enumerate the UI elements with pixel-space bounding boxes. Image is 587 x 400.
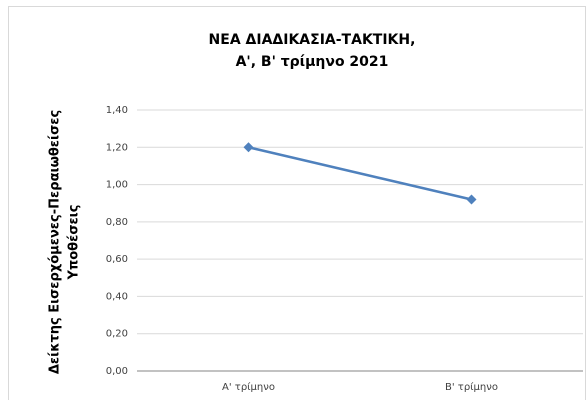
y-tick-label: 1,20 [106,142,128,153]
chart-title: ΝΕΑ ΔΙΑΔΙΚΑΣΙΑ-ΤΑΚΤΙΚΗ, [209,32,416,48]
y-tick-label: 0,20 [106,329,128,340]
chart-border [8,6,586,400]
x-tick-label: Β' τρίμηνο [445,381,498,393]
chart-title: Α', Β' τρίμηνο 2021 [236,54,389,70]
y-tick-label: 0,80 [106,217,128,228]
line [248,146,472,201]
marker [243,142,254,153]
y-tick-label: 1,00 [106,180,128,191]
y-tick-label: 0,40 [106,291,128,302]
y-tick-label: 0,00 [106,366,128,377]
y-axis-label: Δείκτης Εισερχόμενες-Περαιωθείσες [48,110,63,374]
y-tick-label: 1,40 [106,105,128,116]
y-tick-label: 0,60 [106,254,128,265]
marker [466,194,477,205]
y-axis-label: Υποθέσεις [67,205,82,281]
x-tick-label: Α' τρίμηνο [222,381,275,393]
